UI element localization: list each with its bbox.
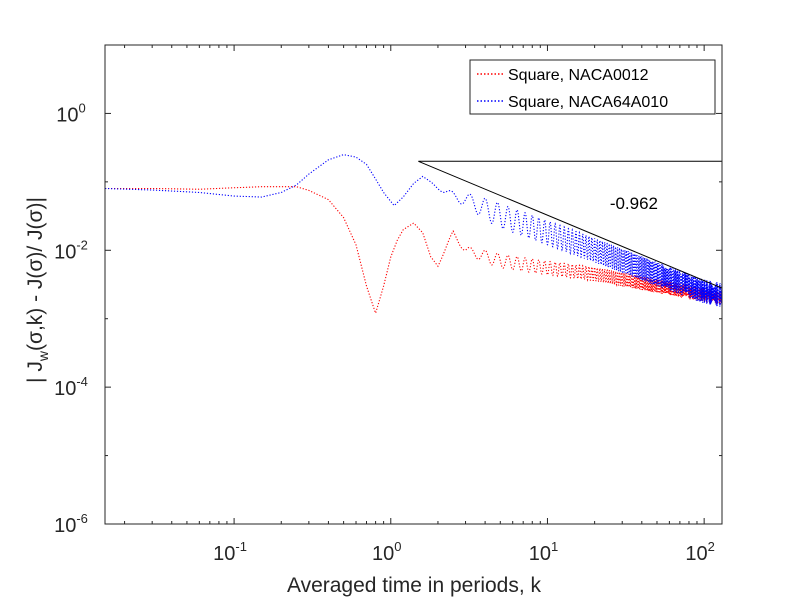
x-tick-base-3: 10 [685, 543, 707, 565]
legend: Square, NACA0012 Square, NACA64A010 [469, 59, 716, 115]
x-tick-label-3: 102 [685, 539, 714, 565]
series-line-1 [104, 154, 723, 308]
legend-label-naca0012: Square, NACA0012 [508, 67, 649, 84]
slope-label: -0.962 [610, 194, 658, 213]
x-tick-label-0: 10-1 [213, 539, 247, 565]
x-tick-exp-2: 1 [551, 539, 558, 554]
x-tick-base-0: 10 [213, 543, 235, 565]
y-tick-exp-3: 0 [79, 100, 86, 115]
x-tick-exp-3: 2 [708, 539, 715, 554]
x-axis-title: Averaged time in periods, k [287, 574, 542, 597]
y-tick-base-2: 10 [54, 241, 76, 263]
y-tick-base-3: 10 [56, 104, 78, 126]
data-layer [104, 154, 723, 315]
y-tick-exp-1: -4 [76, 374, 88, 389]
plot-area [105, 45, 722, 524]
x-tick-label-2: 101 [529, 539, 558, 565]
y-tick-label-1: 10-4 [54, 374, 88, 400]
x-tick-label-1: 100 [372, 539, 401, 565]
y-axis-title-subscript: w [35, 350, 51, 362]
y-tick-label-0: 10-6 [54, 511, 88, 537]
x-tick-exp-1: 0 [394, 539, 401, 554]
legend-label-naca64a010: Square, NACA64A010 [508, 94, 668, 111]
x-tick-base-2: 10 [529, 543, 551, 565]
legend-box [469, 59, 716, 115]
y-axis-title-part-1: | J [24, 361, 47, 383]
y-axis-title-part-2: (σ,k) - J(σ)/ J(σ)| [24, 197, 47, 351]
y-tick-exp-0: -6 [76, 511, 88, 526]
y-tick-base-1: 10 [54, 378, 76, 400]
y-tick-label-2: 10-2 [54, 237, 88, 263]
axes [104, 44, 723, 525]
x-tick-exp-0: -1 [235, 539, 247, 554]
y-tick-base-0: 10 [54, 515, 76, 537]
y-tick-label-3: 100 [56, 100, 85, 126]
x-tick-base-1: 10 [372, 543, 394, 565]
y-tick-exp-2: -2 [76, 237, 88, 252]
series-line-0 [105, 186, 723, 315]
y-axis-title: | Jw(σ,k) - J(σ)/ J(σ)| [24, 197, 51, 383]
axes-box [104, 44, 723, 525]
